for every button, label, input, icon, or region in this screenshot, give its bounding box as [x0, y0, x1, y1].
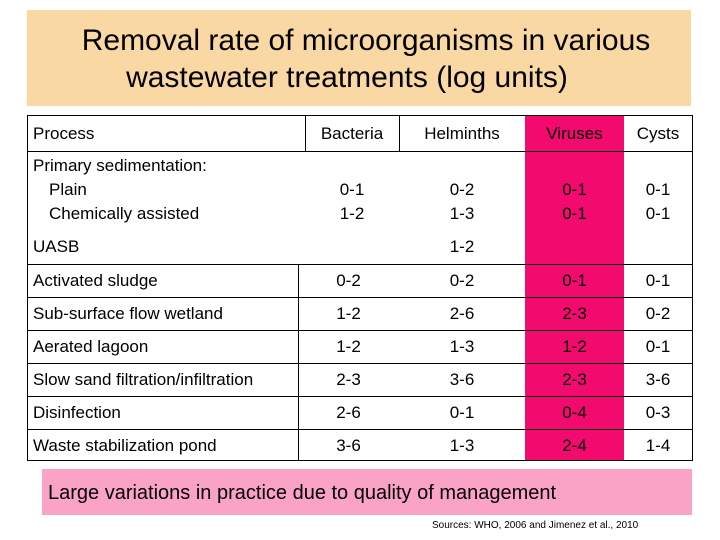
primary-plain-label: Plain: [49, 180, 87, 199]
row-cysts: 0-1: [645, 337, 671, 356]
row-divider: [28, 396, 692, 397]
note-banner: Large variations in practice due to qual…: [42, 469, 692, 515]
primary-bacteria-chemical: 1-2: [339, 204, 365, 223]
removal-rate-table: Process Bacteria Helminths Viruses Cysts…: [27, 115, 693, 461]
row-bacteria: 0-2: [336, 271, 361, 290]
primary-bacteria-plain: 0-1: [339, 180, 365, 199]
uasb-label: UASB: [33, 237, 80, 256]
row-viruses: 2-3: [562, 304, 587, 323]
row-viruses: 1-2: [562, 337, 587, 356]
col-divider: [399, 116, 400, 151]
row-cysts: 0-3: [645, 403, 671, 422]
primary-cysts-chemical: 0-1: [645, 204, 671, 223]
slide-title: Removal rate of microorganisms in variou…: [27, 22, 691, 96]
primary-sedimentation-label: Primary sedimentation:: [33, 156, 207, 175]
row-process: Aerated lagoon: [33, 337, 149, 356]
row-helminths: 0-2: [449, 271, 475, 290]
row-helminths: 0-1: [449, 403, 475, 422]
header-cysts: Cysts: [636, 124, 680, 143]
header-bacteria: Bacteria: [320, 124, 384, 143]
header-viruses: Viruses: [546, 124, 603, 143]
row-viruses: 0-4: [562, 403, 587, 422]
primary-chemical-label: Chemically assisted: [49, 204, 200, 223]
row-divider: [28, 297, 692, 298]
primary-helminths-plain: 0-2: [449, 180, 475, 199]
row-viruses: 2-3: [562, 370, 587, 389]
row-divider: [28, 363, 692, 364]
row-bacteria: 2-6: [336, 403, 361, 422]
row-bacteria: 1-2: [336, 337, 361, 356]
row-process: Slow sand filtration/infiltration: [33, 370, 254, 389]
row-helminths: 2-6: [449, 304, 475, 323]
note-text: Large variations in practice due to qual…: [48, 482, 557, 504]
primary-helminths-chemical: 1-3: [449, 204, 475, 223]
row-divider: [28, 151, 692, 152]
uasb-helminths: 1-2: [449, 237, 475, 256]
row-divider: [28, 264, 692, 265]
source-citation: Sources: WHO, 2006 and Jimenez et al., 2…: [432, 520, 639, 531]
title-line-2: wastewater treatments (log units): [126, 61, 568, 94]
row-divider: [28, 429, 692, 430]
primary-viruses-plain: 0-1: [562, 180, 587, 199]
row-helminths: 1-3: [449, 337, 475, 356]
primary-cysts-plain: 0-1: [645, 180, 671, 199]
row-helminths: 1-3: [449, 436, 475, 455]
row-cysts: 0-1: [645, 271, 671, 290]
row-cysts: 1-4: [645, 436, 671, 455]
row-helminths: 3-6: [449, 370, 475, 389]
row-viruses: 0-1: [562, 271, 587, 290]
row-bacteria: 2-3: [336, 370, 361, 389]
primary-viruses-chemical: 0-1: [562, 204, 587, 223]
row-viruses: 2-4: [562, 436, 587, 455]
row-process: Waste stabilization pond: [33, 436, 217, 455]
title-banner: Removal rate of microorganisms in variou…: [27, 10, 691, 106]
header-process: Process: [33, 124, 95, 143]
row-bacteria: 3-6: [336, 436, 361, 455]
row-process: Disinfection: [33, 403, 121, 422]
col-divider: [305, 116, 306, 151]
row-process: Activated sludge: [33, 271, 158, 290]
header-helminths: Helminths: [424, 124, 500, 143]
row-divider: [28, 330, 692, 331]
viruses-column-highlight: [525, 116, 624, 460]
row-process: Sub-surface flow wetland: [33, 304, 223, 323]
row-bacteria: 1-2: [336, 304, 361, 323]
row-cysts: 3-6: [645, 370, 671, 389]
title-line-1: Removal rate of microorganisms in variou…: [81, 24, 651, 57]
row-cysts: 0-2: [645, 304, 671, 323]
col-divider: [298, 264, 299, 460]
